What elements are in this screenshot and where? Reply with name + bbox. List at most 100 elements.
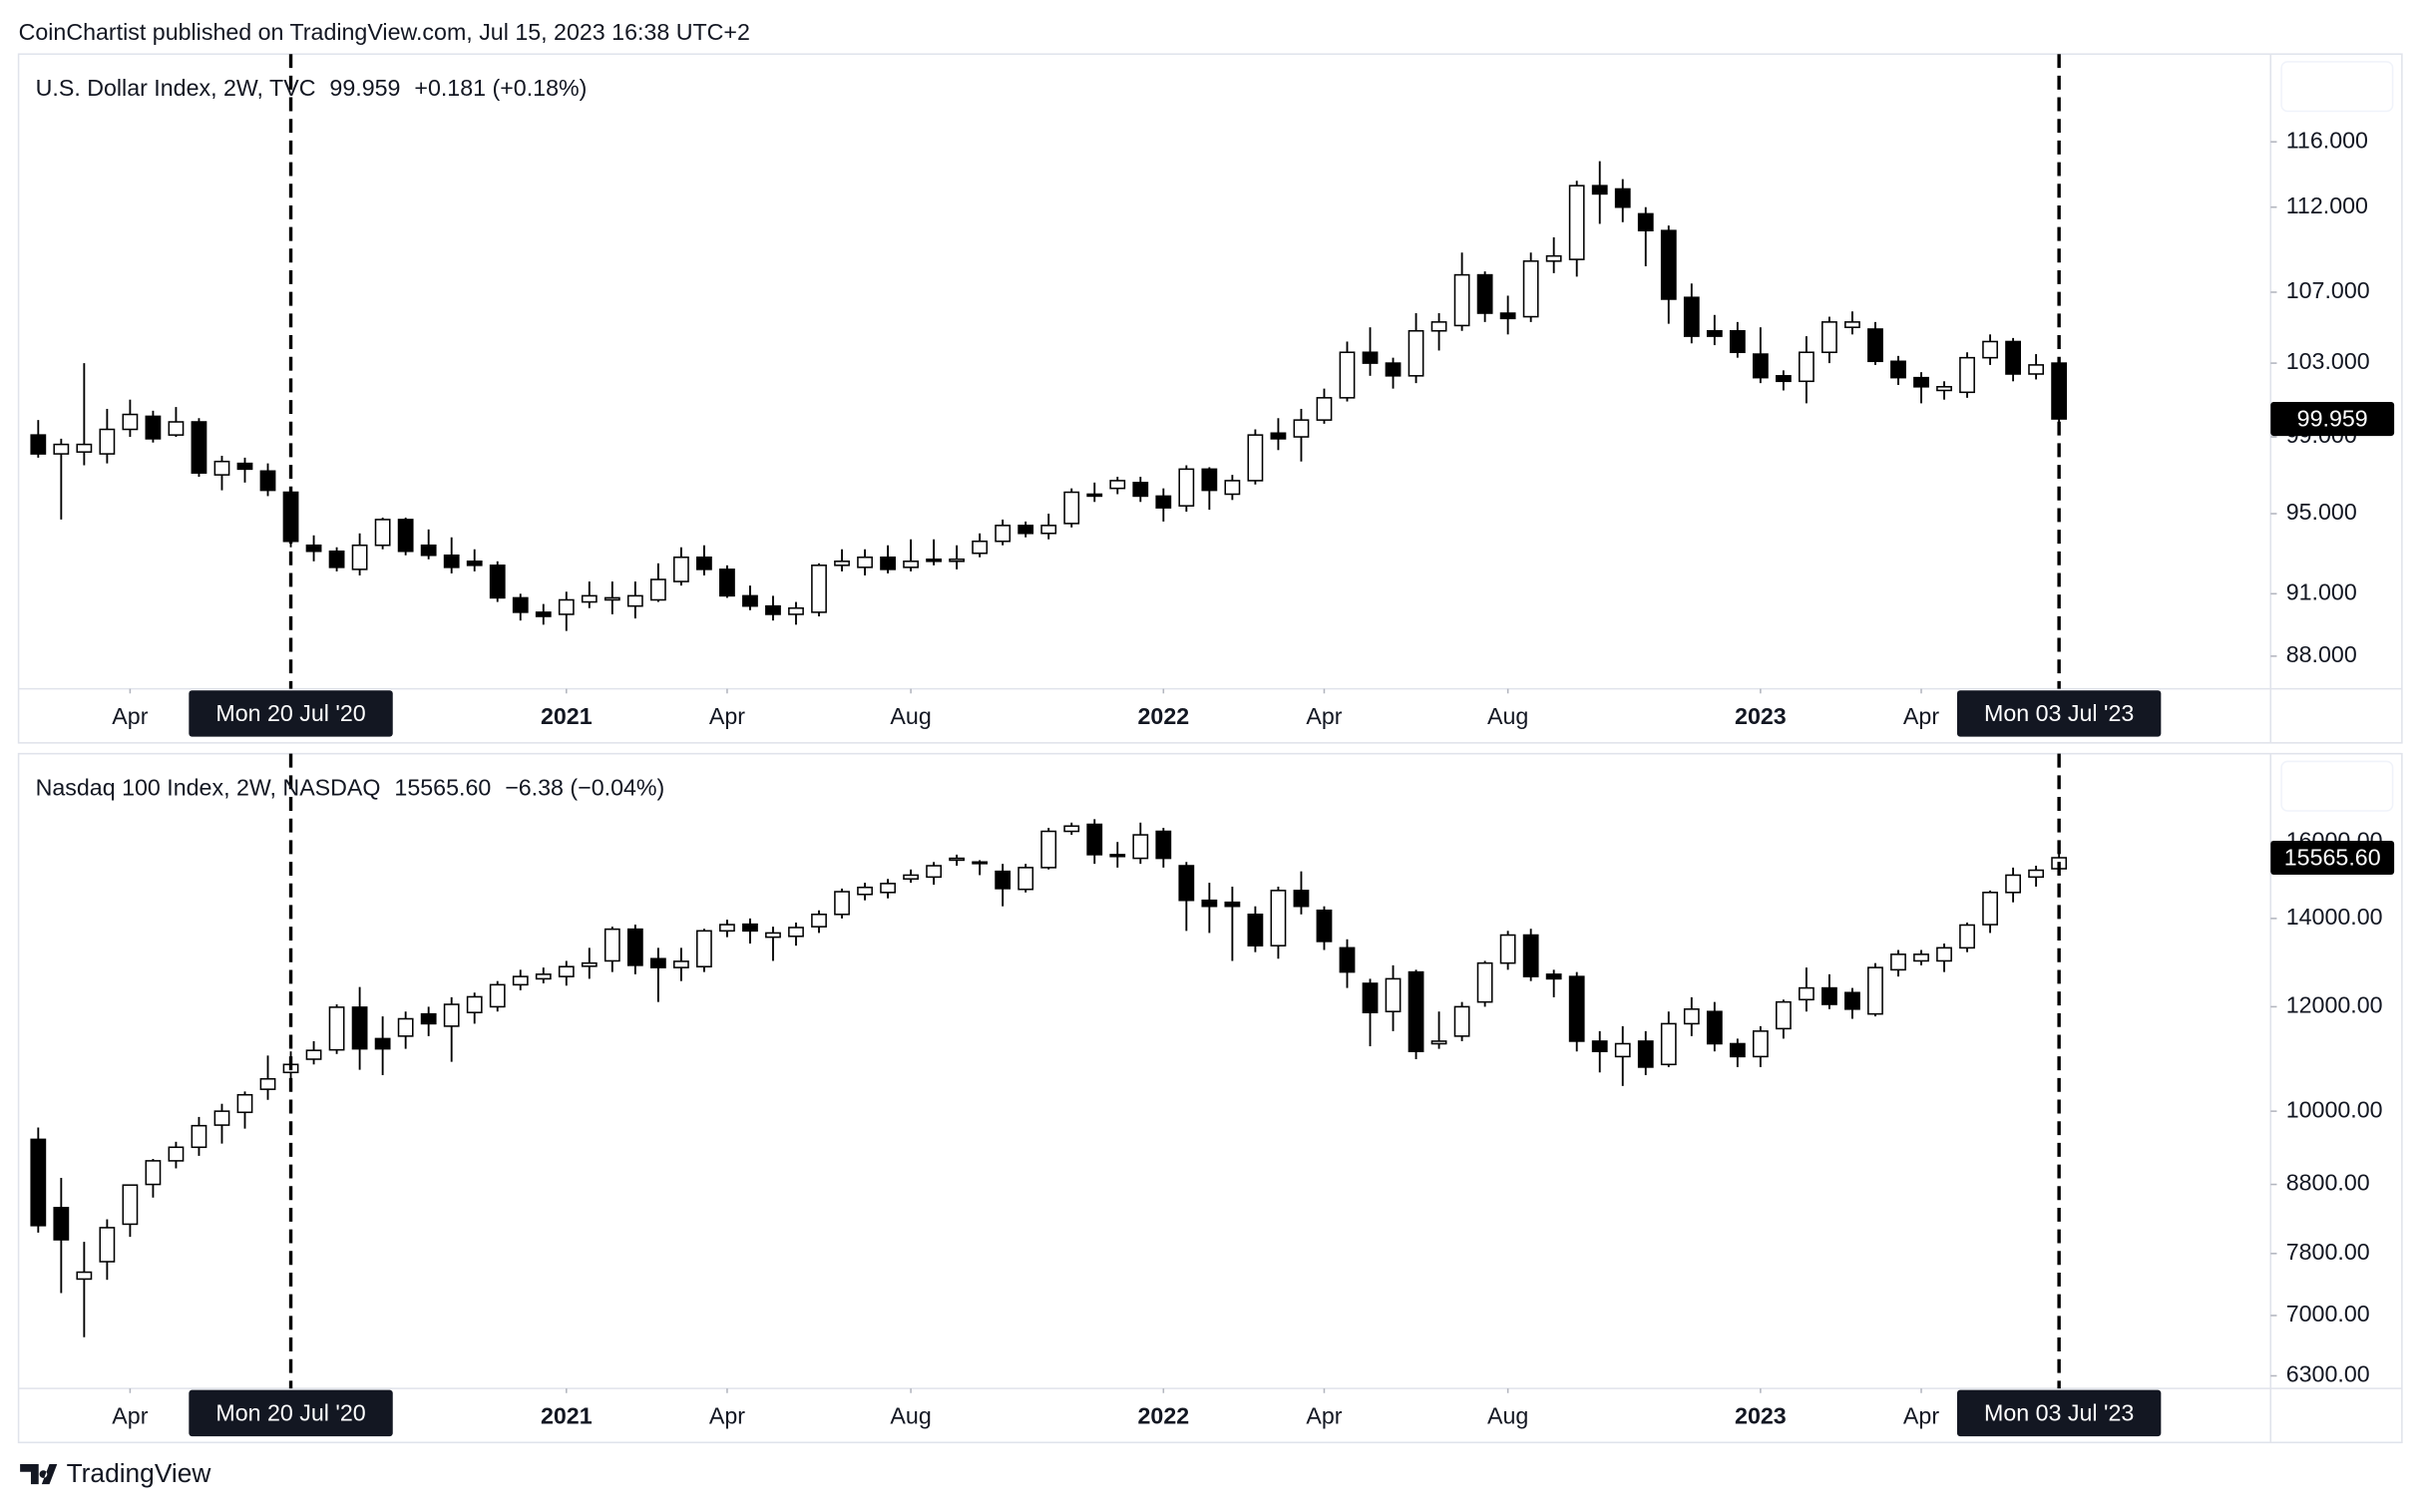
candle-body-down: [191, 421, 207, 474]
candle-body-up: [76, 443, 93, 453]
candle-body-down: [926, 558, 943, 563]
candle-body-down: [1752, 353, 1769, 379]
candle-body-down: [1614, 188, 1631, 208]
candle-body-down: [1086, 823, 1103, 856]
pane-frame: [17, 53, 2403, 744]
candle-body-down: [1844, 991, 1860, 1010]
candle-body-up: [2005, 874, 2021, 894]
candle-body-up: [1063, 491, 1080, 525]
candle-body-up: [168, 421, 185, 436]
candle-body-down: [880, 556, 896, 570]
candle-body-up: [397, 1017, 414, 1037]
candle-body-up: [857, 556, 873, 568]
candle-body-up: [1936, 946, 1952, 962]
x-tick-label: Aug: [1487, 703, 1528, 729]
candle-body-up: [489, 983, 506, 1008]
candle-body-down: [1201, 468, 1218, 492]
candle-body-up: [1430, 321, 1447, 332]
x-tick-label: Apr: [112, 703, 148, 729]
brand-logo: [20, 1463, 58, 1485]
candle-body-up: [122, 1184, 139, 1226]
y-tick-label: 88.000: [2286, 641, 2357, 667]
x-tick-label: Apr: [1306, 1403, 1342, 1429]
candle-body-down: [765, 604, 781, 615]
y-tick-label: 91.000: [2286, 578, 2357, 604]
candle-body-down: [626, 928, 643, 966]
candle-body-up: [672, 960, 689, 968]
candle-body-up: [1408, 329, 1424, 377]
candle-body-down: [1729, 329, 1746, 354]
candle-body-down: [374, 1037, 391, 1050]
x-tick-label: 2021: [541, 703, 593, 729]
candle-body-up: [1017, 867, 1034, 891]
candle-body-down: [1637, 212, 1654, 231]
candle-body-up: [765, 932, 781, 939]
candle-body-up: [1040, 525, 1057, 535]
candle-body-up: [1522, 260, 1539, 318]
candle-body-up: [512, 975, 529, 986]
candle-body-down: [742, 923, 758, 933]
candle-body-up: [535, 973, 552, 980]
candle-body-down: [649, 957, 666, 968]
x-tick-label: 2022: [1137, 1403, 1189, 1429]
crosshair-label-box: [1956, 690, 2162, 737]
candle-body-up: [259, 1077, 276, 1090]
candle-body-up: [328, 1006, 345, 1051]
candle-body-up: [1063, 825, 1080, 833]
candle-body-up: [1982, 892, 1998, 926]
legend-last: 99.959: [329, 75, 400, 101]
candle-body-down: [1775, 375, 1792, 383]
candle-body-up: [99, 1227, 116, 1263]
y-tick-label: 112.000: [2286, 192, 2368, 218]
candle-body-down: [1499, 312, 1516, 320]
candle-body-up: [972, 540, 989, 555]
candle-body-up: [443, 1003, 460, 1027]
crosshair-label: Mon 20 Jul '20: [215, 700, 365, 726]
last-price-box: [2270, 402, 2395, 437]
candle-body-up: [1476, 961, 1493, 1003]
candle-body-down: [1637, 1040, 1654, 1068]
candle-body-down: [1293, 890, 1310, 908]
candle-body-down: [1224, 901, 1241, 908]
candle-body-up: [880, 883, 896, 894]
candle-body-up: [168, 1146, 185, 1162]
candle-body-down: [1821, 986, 1837, 1005]
candle-body-up: [1799, 986, 1815, 1001]
candle-body-up: [1385, 977, 1402, 1012]
last-price-label: 99.959: [2297, 406, 2368, 432]
candle-body-up: [1247, 434, 1264, 482]
candle-body-up: [1867, 966, 1883, 1015]
candle-body-down: [1545, 973, 1562, 980]
y-tick-label: 7000.00: [2286, 1301, 2370, 1326]
candles: [30, 819, 2068, 1337]
candle-body-up: [213, 460, 230, 476]
candle-body-down: [1706, 1010, 1723, 1045]
candle-body-up: [649, 578, 666, 601]
x-tick-label: Apr: [1306, 703, 1342, 729]
candle-body-down: [466, 561, 483, 567]
candle-body-up: [581, 961, 598, 967]
candle-body-up: [1821, 321, 1837, 354]
candle-body-up: [351, 544, 368, 570]
candle-body-up: [1844, 321, 1860, 328]
candle-body-down: [397, 519, 414, 553]
candle-body-up: [604, 596, 620, 601]
publish-note: CoinChartist published on TradingView.co…: [19, 19, 750, 45]
candle-body-down: [1339, 946, 1356, 973]
candle-body-up: [1982, 340, 1998, 359]
crosshair-label-box: [1956, 1389, 2162, 1437]
candles: [30, 161, 2068, 631]
crosshair-label: Mon 03 Jul '23: [1984, 1400, 2134, 1426]
y-tick-label: 7800.00: [2286, 1239, 2370, 1265]
candle-body-up: [305, 1049, 322, 1060]
y-tick-label: 95.000: [2286, 499, 2357, 525]
candle-body-down: [1385, 362, 1402, 377]
y-tick-label: 107.000: [2286, 277, 2370, 303]
candle-body-up: [788, 927, 804, 938]
x-tick-label: 2021: [541, 1403, 593, 1429]
candle-body-up: [558, 598, 575, 615]
candle-body-up: [2028, 364, 2045, 375]
candle-body-down: [1408, 970, 1424, 1052]
candle-body-up: [995, 525, 1011, 543]
